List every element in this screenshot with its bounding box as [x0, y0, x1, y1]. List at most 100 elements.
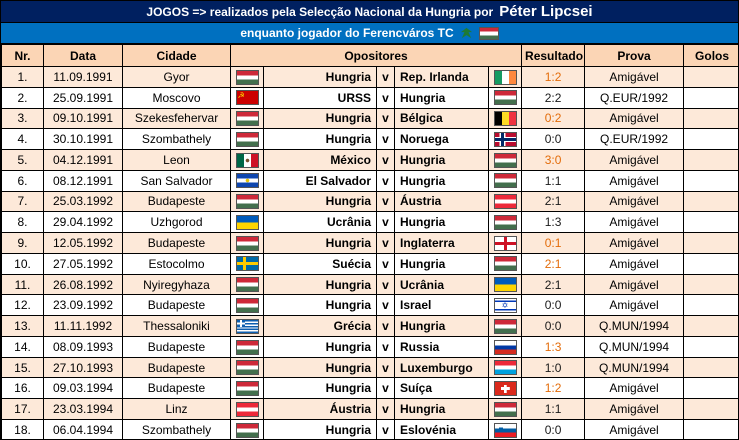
vs-cell: v — [376, 398, 395, 421]
city-cell: Budapeste — [122, 377, 231, 400]
hungary-flag-icon — [235, 381, 259, 397]
away-flag-cell — [487, 107, 523, 130]
result-cell: 1:2 — [521, 66, 586, 88]
away-flag-cell — [487, 377, 523, 400]
date-cell: 04.12.1991 — [43, 149, 123, 171]
prova-cell: Amigável — [584, 66, 685, 88]
away-flag-cell — [487, 356, 523, 379]
hungary-flag-icon — [493, 318, 517, 334]
result-cell: 0:2 — [521, 107, 586, 130]
vs-cell: v — [376, 377, 395, 400]
home-team-cell: Hungria — [263, 128, 377, 151]
home-team-cell: Hungria — [263, 273, 377, 296]
away-team-cell: Hungria — [394, 315, 489, 337]
austria-flag-icon — [235, 401, 259, 417]
home-flag-cell — [230, 335, 264, 358]
col-header-resultado: Resultado — [521, 44, 586, 67]
ireland-flag-icon — [493, 69, 517, 85]
city-cell: Linz — [122, 398, 231, 421]
result-cell: 0:0 — [521, 128, 586, 151]
city-cell: Gyor — [122, 66, 231, 88]
england-flag-icon — [493, 235, 517, 251]
table-row: 18. 06.04.1994 Szombathely Hungria v Eslovéni… — [1, 419, 738, 439]
golos-cell — [683, 66, 738, 88]
away-flag-cell — [487, 149, 523, 171]
vs-cell: v — [376, 128, 395, 151]
away-flag-cell — [487, 211, 523, 234]
result-cell: 1:0 — [521, 356, 586, 379]
golos-cell — [683, 398, 738, 421]
date-cell: 06.04.1994 — [43, 419, 123, 439]
date-cell: 29.04.1992 — [43, 211, 123, 234]
home-team-cell: Grécia — [263, 315, 377, 337]
prova-cell: Amigável — [584, 294, 685, 317]
golos-cell — [683, 190, 738, 213]
home-flag-cell — [230, 86, 264, 109]
nr-cell: 17. — [1, 398, 44, 421]
table-row: 17. 23.03.1994 Linz Áustria v Hungria 1:1 Amigá… — [1, 398, 738, 421]
date-cell: 27.05.1992 — [43, 252, 123, 275]
date-cell: 11.11.1992 — [43, 315, 123, 337]
title-text: JOGOS => realizados pela Selecção Nacion… — [146, 4, 494, 19]
golos-cell — [683, 232, 738, 254]
result-cell: 2:1 — [521, 273, 586, 296]
city-cell: Budapeste — [122, 294, 231, 317]
date-cell: 09.03.1994 — [43, 377, 123, 400]
nr-cell: 5. — [1, 149, 44, 171]
table-row: 4. 30.10.1991 Szombathely Hungria v Noruega 0:… — [1, 128, 738, 151]
vs-cell: v — [376, 169, 395, 192]
result-cell: 0:1 — [521, 232, 586, 254]
col-header-data: Data — [43, 44, 123, 67]
ferencvaros-eagle-icon — [460, 27, 473, 40]
home-team-cell: Hungria — [263, 294, 377, 317]
israel-flag-icon — [493, 297, 517, 313]
away-team-cell: Bélgica — [394, 107, 489, 130]
away-flag-cell — [487, 419, 523, 439]
date-cell: 26.08.1992 — [43, 273, 123, 296]
golos-cell — [683, 356, 738, 379]
golos-cell — [683, 419, 738, 439]
hungary-flag-icon — [235, 339, 259, 355]
result-cell: 0:0 — [521, 294, 586, 317]
away-team-cell: Eslovénia — [394, 419, 489, 439]
russia-flag-icon — [493, 339, 517, 355]
away-flag-cell — [487, 86, 523, 109]
away-team-cell: Hungria — [394, 211, 489, 234]
vs-cell: v — [376, 211, 395, 234]
date-cell: 12.05.1992 — [43, 232, 123, 254]
ussr-flag-icon — [235, 90, 259, 106]
slovenia-flag-icon — [493, 422, 517, 438]
prova-cell: Amigável — [584, 398, 685, 421]
result-cell: 0:0 — [521, 315, 586, 337]
away-team-cell: Russia — [394, 335, 489, 358]
result-cell: 1:1 — [521, 398, 586, 421]
city-cell: San Salvador — [122, 169, 231, 192]
table-row: 7. 25.03.1992 Budapeste Hungria v Áustria 2:1 A… — [1, 190, 738, 213]
golos-cell — [683, 149, 738, 171]
vs-cell: v — [376, 252, 395, 275]
away-flag-cell — [487, 128, 523, 151]
switzerland-flag-icon — [493, 381, 517, 397]
nr-cell: 2. — [1, 86, 44, 109]
home-team-cell: Hungria — [263, 377, 377, 400]
date-cell: 09.10.1991 — [43, 107, 123, 130]
hungary-flag-icon — [235, 360, 259, 376]
hungary-flag-icon — [493, 90, 517, 106]
away-team-cell: Hungria — [394, 149, 489, 171]
golos-cell — [683, 169, 738, 192]
away-flag-cell — [487, 252, 523, 275]
home-team-cell: Hungria — [263, 419, 377, 439]
nr-cell: 8. — [1, 211, 44, 234]
away-team-cell: Hungria — [394, 398, 489, 421]
vs-cell: v — [376, 294, 395, 317]
nr-cell: 11. — [1, 273, 44, 296]
home-team-cell: Ucrânia — [263, 211, 377, 234]
home-team-cell: Hungria — [263, 66, 377, 88]
prova-cell: Amigável — [584, 273, 685, 296]
hungary-flag-icon — [493, 173, 517, 189]
vs-cell: v — [376, 107, 395, 130]
away-team-cell: Áustria — [394, 190, 489, 213]
prova-cell: Amigável — [584, 419, 685, 439]
city-cell: Budapeste — [122, 232, 231, 254]
